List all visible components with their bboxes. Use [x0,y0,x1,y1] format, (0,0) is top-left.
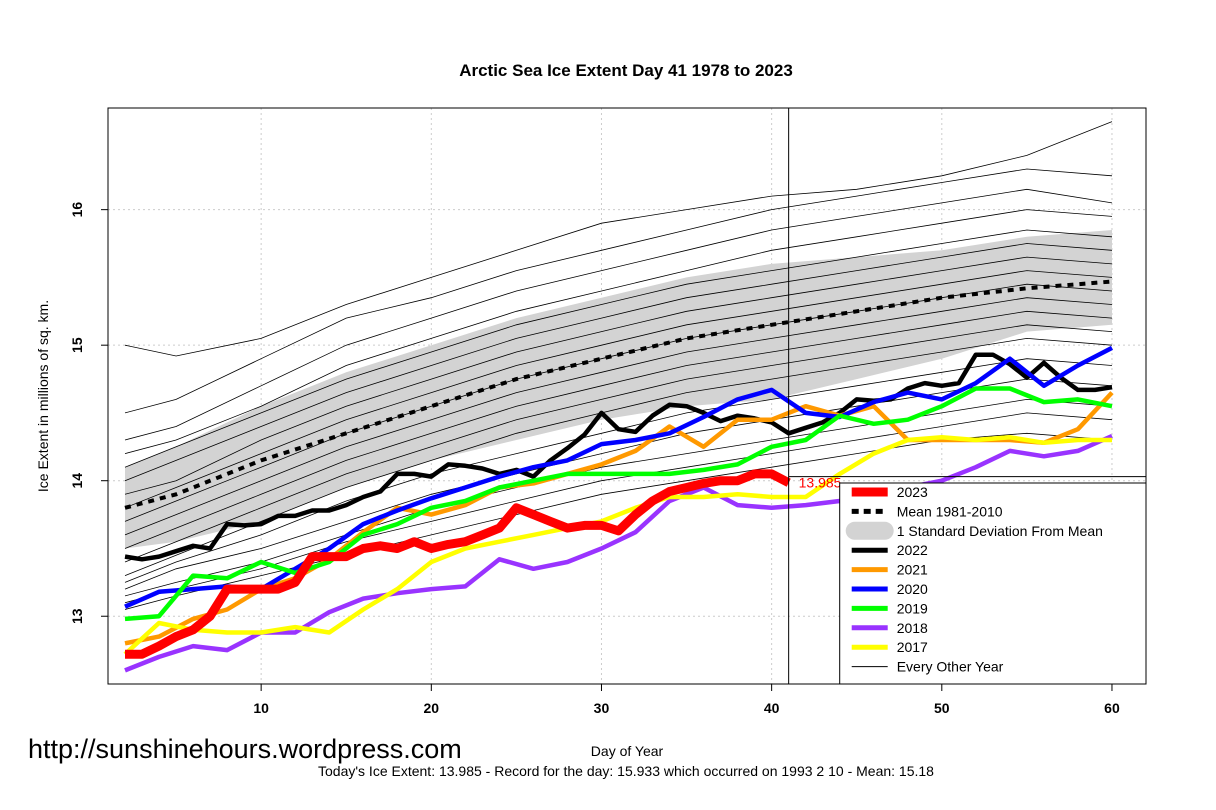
legend-label: 2018 [897,620,928,636]
series-line-2018 [124,433,1113,673]
every-other-year-line [124,358,1113,583]
every-other-year-line [124,270,1113,509]
x-tick-label: 10 [253,700,269,716]
series-line-2022 [124,352,1113,562]
x-tick-label: 40 [764,700,780,716]
every-other-year-line [124,243,1113,482]
y-tick-label: 16 [69,202,85,218]
x-axis-label: Day of Year [591,743,664,759]
every-other-year-line [124,324,1113,563]
y-tick-label: 15 [69,337,85,353]
legend-swatch-band [845,521,894,540]
x-tick-label: 30 [594,700,610,716]
every-other-year-lines [124,121,1113,610]
every-other-year-line [124,412,1113,604]
year-series-lines [123,345,1114,673]
every-other-year-line [124,209,1113,454]
x-axis-ticks: 10 20 30 40 50 60 [253,684,1120,716]
every-other-year-line [124,121,1113,357]
every-other-year-line [124,168,1113,414]
legend-label: Every Other Year [897,659,1004,675]
every-other-year-line [124,256,1113,495]
legend: 2023 Mean 1981-2010 1 Standard Deviation F… [839,482,1147,685]
x-tick-label: 60 [1104,700,1120,716]
chart-title: Arctic Sea Ice Extent Day 41 1978 to 202… [459,61,793,80]
every-other-year-line [124,310,1113,549]
y-axis-ticks: 13 14 15 16 [69,202,108,624]
legend-label: 2022 [897,542,928,558]
every-other-year-line [124,378,1113,590]
every-other-year-line [124,188,1113,441]
legend-label: Mean 1981-2010 [897,503,1003,519]
x-tick-label: 50 [934,700,950,716]
legend-label: 2019 [897,600,928,616]
legend-box [839,482,1147,685]
every-other-year-line [124,297,1113,536]
series-line-2017 [123,435,1112,656]
legend-label: 2017 [897,639,928,655]
y-tick-label: 14 [69,473,85,489]
current-value-label: 13.985 [799,475,842,491]
series-line-2023 [125,469,791,659]
legend-label: 2023 [897,484,928,500]
mean-line [124,279,1113,510]
legend-label: 2020 [897,581,928,597]
y-tick-label: 13 [69,608,85,624]
y-axis-label: Ice Extent in millions of sq. km. [35,300,51,492]
mean-line-group [124,279,1113,510]
every-other-year-line [124,229,1113,468]
footer-summary: Today's Ice Extent: 13.985 - Record for … [318,763,934,779]
watermark-url: http://sunshinehours.wordpress.com [28,734,462,764]
legend-label: 1 Standard Deviation From Mean [897,523,1103,539]
series-line-2019 [124,386,1113,622]
legend-label: 2021 [897,562,928,578]
reference-lines [788,108,1146,684]
plot-frame [107,107,1147,685]
x-tick-label: 20 [424,700,440,716]
